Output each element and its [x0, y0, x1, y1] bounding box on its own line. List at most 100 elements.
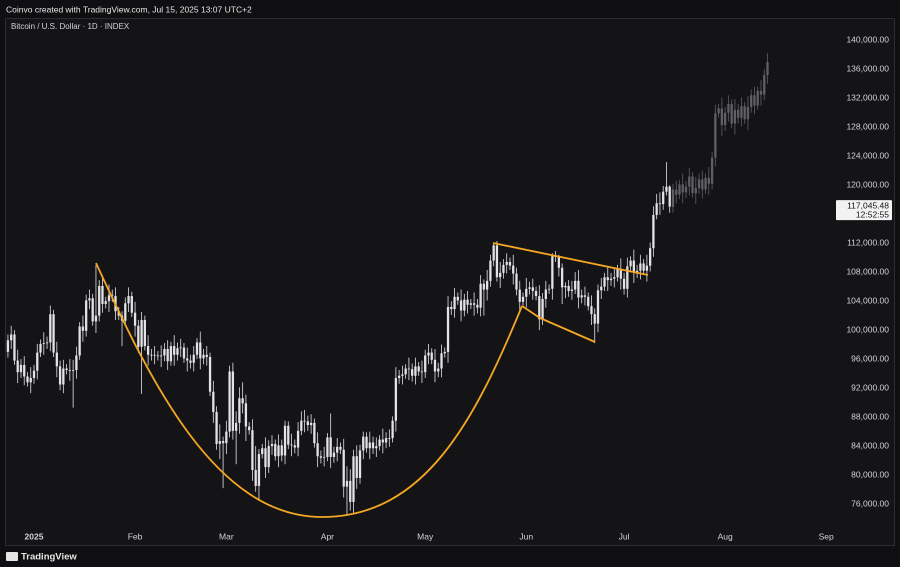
candle-body [208, 356, 212, 392]
price-tag-label: 117,045.48 [847, 200, 889, 210]
candle-body [551, 256, 554, 289]
candle-body [140, 319, 143, 347]
candle-body [515, 273, 518, 290]
candle-body [306, 421, 309, 426]
candle-body [766, 61, 769, 76]
candle-body [707, 177, 710, 184]
candle-body [378, 439, 381, 447]
candle-body [495, 245, 499, 278]
candle-body [593, 314, 596, 324]
candle-body [560, 267, 564, 288]
candle-body [287, 425, 290, 445]
candle-body [202, 354, 205, 359]
candle-body [616, 269, 619, 278]
annotations [95, 242, 649, 518]
candle-body [277, 445, 280, 457]
candle-body [632, 260, 635, 273]
candle-body [23, 364, 26, 377]
candle-body [440, 353, 443, 369]
candle-body [694, 188, 697, 194]
x-tick-label: Aug [718, 531, 733, 541]
candle-body [521, 296, 525, 302]
candle-body [160, 355, 163, 357]
candle-body [244, 403, 248, 427]
candle-body [603, 277, 606, 287]
candle-body [75, 355, 78, 370]
candle-body [107, 295, 111, 302]
candle-body [62, 368, 65, 385]
cup-curve [95, 262, 523, 518]
candle-body [156, 355, 160, 357]
x-tick-label: Mar [219, 531, 234, 541]
candle-body [723, 112, 727, 126]
candle-body [583, 295, 587, 297]
candle-body [101, 285, 104, 305]
candle-body [195, 342, 199, 355]
candle-body [482, 283, 486, 290]
candle-body [300, 420, 303, 431]
candle-body [248, 426, 251, 431]
candle-body [469, 303, 472, 305]
candle-body [179, 347, 182, 349]
candle-body [133, 312, 137, 326]
y-tick-label: 104,000.00 [846, 295, 889, 305]
candle-body [606, 277, 609, 281]
candle-body [153, 354, 156, 356]
candle-body [394, 377, 398, 421]
candle-body [701, 179, 704, 190]
candle-body [88, 298, 91, 301]
handle-connector [521, 305, 541, 319]
candle-body [518, 289, 521, 302]
candle-body [130, 296, 133, 313]
candle-body [753, 95, 756, 106]
candle-body [303, 420, 306, 422]
candle-body [414, 366, 417, 376]
candle-body [225, 431, 228, 444]
candle-body [13, 334, 16, 361]
candle-body [45, 342, 49, 344]
candle-body [296, 430, 300, 448]
candle-body [381, 439, 384, 443]
candle-body [619, 269, 622, 279]
candle-body [371, 442, 375, 449]
candle-series [6, 161, 671, 515]
candle-body [261, 448, 264, 455]
x-tick-label: Apr [321, 531, 334, 541]
candle-body [499, 272, 502, 278]
candle-body [763, 75, 766, 95]
y-tick-label: 140,000.00 [846, 34, 889, 44]
y-tick-label: 96,000.00 [851, 353, 889, 363]
candle-body [189, 360, 192, 363]
candle-body [655, 203, 658, 215]
candle-body [32, 370, 36, 378]
candle-body [671, 189, 675, 207]
candle-body [720, 108, 724, 126]
candle-body [714, 113, 717, 158]
candle-body [39, 343, 42, 353]
candle-body [609, 278, 613, 281]
candle-body [580, 295, 583, 298]
candle-body [336, 446, 339, 453]
candle-body [313, 422, 316, 444]
candle-body [570, 289, 574, 291]
candle-body [241, 398, 244, 404]
candle-body [450, 306, 453, 310]
candle-body [547, 288, 551, 290]
candle-body [26, 376, 29, 383]
candle-body [675, 189, 678, 195]
x-tick-label: Jun [519, 531, 533, 541]
candle-body [365, 436, 368, 449]
candle-body [137, 325, 140, 347]
candle-body [678, 184, 681, 195]
candle-body [730, 104, 733, 124]
y-tick-label: 100,000.00 [846, 324, 889, 334]
candle-body [221, 441, 225, 444]
candle-body [182, 347, 186, 359]
candle-body [626, 266, 629, 289]
candle-body [91, 298, 94, 322]
y-tick-label: 124,000.00 [846, 150, 889, 160]
candle-body [384, 438, 388, 443]
candle-body [6, 340, 10, 352]
candle-body [342, 449, 345, 487]
